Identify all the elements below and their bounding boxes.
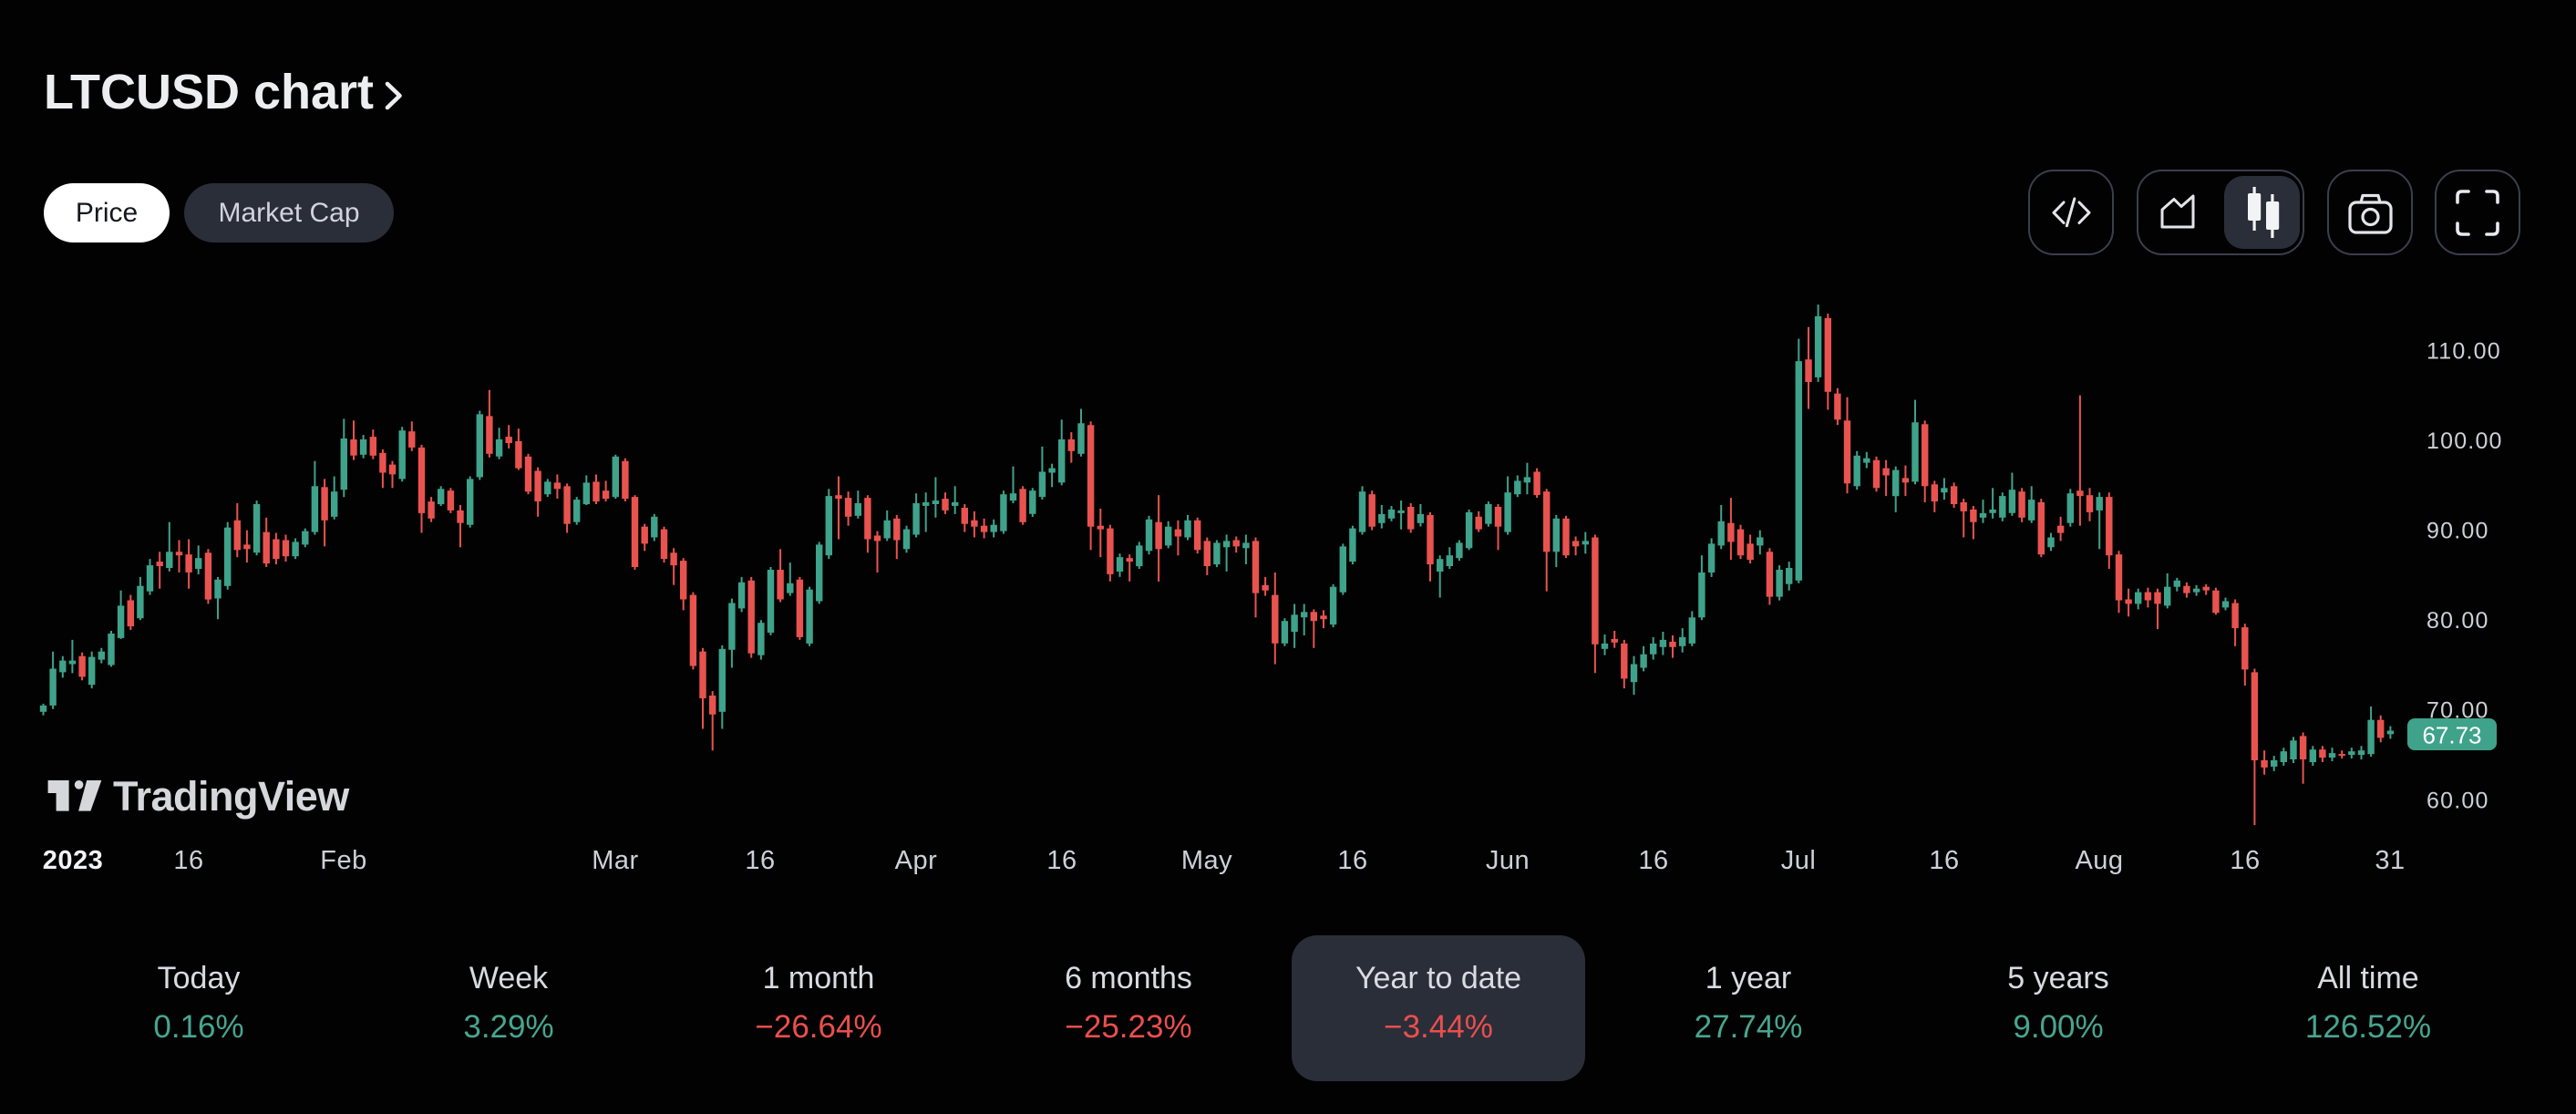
svg-text:May: May	[1181, 846, 1232, 875]
svg-text:Jun: Jun	[1486, 846, 1530, 875]
svg-text:16: 16	[745, 846, 775, 875]
svg-text:Apr: Apr	[895, 846, 938, 875]
svg-text:110.00: 110.00	[2427, 338, 2501, 364]
svg-text:Feb: Feb	[320, 846, 366, 875]
svg-text:2023: 2023	[43, 846, 104, 875]
svg-text:16: 16	[1046, 846, 1077, 875]
svg-text:100.00: 100.00	[2427, 428, 2503, 454]
svg-text:60.00: 60.00	[2427, 788, 2489, 813]
svg-text:16: 16	[1638, 846, 1668, 875]
svg-text:16: 16	[173, 846, 203, 875]
svg-text:80.00: 80.00	[2427, 608, 2489, 634]
svg-text:Mar: Mar	[592, 846, 638, 875]
svg-text:Aug: Aug	[2075, 846, 2123, 875]
svg-text:90.00: 90.00	[2427, 519, 2489, 544]
svg-text:31: 31	[2375, 846, 2405, 875]
svg-text:TradingView: TradingView	[113, 773, 350, 820]
svg-text:16: 16	[2230, 846, 2260, 875]
svg-text:16: 16	[1929, 846, 1959, 875]
svg-text:16: 16	[1337, 846, 1367, 875]
svg-text:67.73: 67.73	[2422, 722, 2481, 749]
svg-text:Jul: Jul	[1781, 846, 1817, 875]
